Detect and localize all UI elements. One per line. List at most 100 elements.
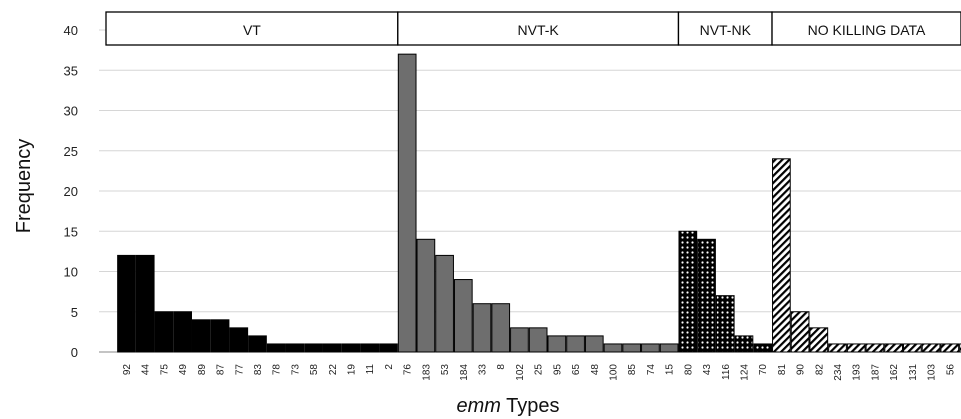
x-tick-label: 184 [459,364,470,381]
bar-emm-89 [191,319,211,353]
bar-emm-92 [117,254,136,353]
x-tick-label: 75 [159,364,170,376]
bar-emm-44 [135,254,155,353]
x-tick-label: 53 [440,364,451,376]
bar-emm-90 [790,311,810,353]
x-tick-label: 8 [496,364,507,370]
group-box-vt [105,11,399,46]
y-tick-label: 40 [64,23,78,38]
bar-emm-48 [584,335,604,353]
x-tick-label: 103 [927,364,938,381]
x-tick-label: 80 [683,364,694,376]
group-label: NVT-K [518,22,560,38]
x-tick-label: 193 [852,364,863,381]
x-tick-label: 78 [272,364,283,376]
x-tick-label: 44 [141,364,152,376]
bar-emm-85 [622,343,642,353]
bars [117,53,961,353]
group-label: NO KILLING DATA [808,22,926,38]
bar-emm-183 [416,238,436,353]
bar-emm-187 [865,343,885,353]
bar-emm-STG1750.0 [959,343,961,353]
bar-emm-82 [809,327,829,353]
bar-emm-95 [547,335,567,353]
bar-emm-15 [659,343,679,353]
x-tick-label: 58 [309,364,320,376]
bar-emm-80 [678,230,698,353]
bar-emm-184 [453,279,473,353]
bar-emm-70 [753,343,773,353]
x-tick-label: 187 [870,364,881,381]
x-tick-label: 74 [646,364,657,376]
bar-emm-131 [903,343,922,353]
y-tick-label: 35 [64,63,78,78]
x-tick-label: 11 [365,364,376,375]
x-tick-label: 25 [534,364,545,376]
x-tick-label: 100 [608,364,619,381]
bar-emm-234 [828,343,847,353]
group-box-no-killing-data [771,11,961,46]
y-tick-label: 25 [64,144,78,159]
x-tick-label: 131 [908,364,919,381]
x-tick-label: 90 [796,364,807,376]
x-tick-label: 102 [515,364,526,381]
x-tick-label: 89 [197,364,208,376]
bar-emm-8 [491,303,511,353]
x-tick-label: 81 [777,364,788,376]
y-tick-label: 5 [71,305,78,320]
x-tick-label: 116 [721,364,732,380]
bar-emm-116 [715,295,735,353]
bar-emm-58 [304,343,323,353]
bar-emm-193 [846,343,866,353]
bar-emm-56 [940,343,960,353]
bar-emm-49 [173,311,192,353]
x-tick-label: 70 [758,364,769,376]
bar-emm-162 [884,343,904,353]
x-tick-label: 43 [702,364,713,376]
y-tick-labels: 0 5 10 15 20 25 30 35 40 [64,23,78,360]
x-tick-label: 65 [571,364,582,376]
x-tick-label: 76 [403,364,414,376]
bar-emm-74 [641,343,660,353]
bar-emm-22 [322,343,342,353]
bar-emm-65 [566,335,585,353]
x-tick-label: 234 [833,364,844,381]
bar-emm-75 [154,311,174,353]
bar-emm-77 [229,327,249,353]
x-tick-labels: 92 44 75 49 89 87 77 83 78 73 58 22 19 11 2 76 183 53 184 3… [122,364,956,381]
x-tick-label: 83 [253,364,264,376]
bar-emm-87 [210,319,230,353]
x-tick-label: 48 [590,364,601,376]
y-tick-label: 0 [71,345,78,360]
y-tick-label: 30 [64,104,78,119]
bar-emm-78 [266,343,286,353]
bar-emm-100 [603,343,623,353]
bar-emm-11 [360,343,380,353]
group-label: VT [243,22,261,38]
bar-emm-43 [697,238,716,353]
x-tick-label: 95 [552,364,563,376]
x-tick-label: 77 [234,364,245,376]
gridlines [99,29,961,353]
x-tick-label: 85 [627,364,638,376]
x-tick-label: 73 [290,364,301,376]
x-tick-label: 92 [122,364,133,376]
bar-emm-103 [921,343,941,353]
x-tick-label: 22 [328,364,339,376]
x-axis-title-italic: emm [456,395,500,417]
x-tick-label: 33 [478,364,489,376]
x-tick-label: 87 [216,364,227,376]
y-tick-label: 10 [64,265,78,280]
bar-emm-76 [397,53,417,353]
x-tick-label: 49 [178,364,189,376]
x-tick-label: 56 [945,364,956,376]
y-tick-label: 20 [64,184,78,199]
group-box-nvt-nk [677,11,773,46]
bar-emm-81 [772,158,791,353]
bar-emm-102 [510,327,529,353]
x-axis-title-rest: Types [501,395,560,417]
bar-emm-124 [734,335,754,353]
group-header-boxes: VT NVT-K NVT-NK NO KILLING DATA [105,11,961,46]
x-tick-label: 82 [814,364,825,376]
